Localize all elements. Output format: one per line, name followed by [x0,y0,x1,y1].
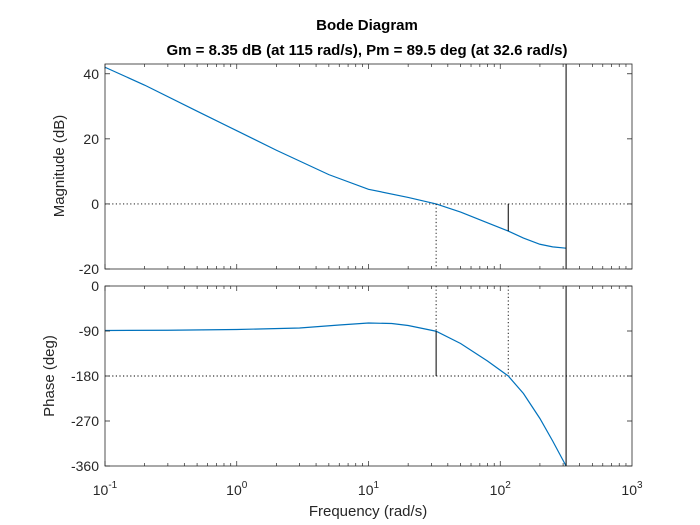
xtick-label: 101 [358,480,380,498]
phase-ytick-label: -180 [71,368,99,384]
chart-subtitle: Gm = 8.35 dB (at 115 rad/s), Pm = 89.5 d… [166,42,567,59]
phase-ytick-label: 0 [91,278,99,294]
magnitude-series-line [104,66,567,249]
chart-title: Bode Diagram [316,17,418,34]
xtick-label: 103 [621,480,643,498]
magnitude-ticks: 40 20 0 -20 [79,64,632,277]
magnitude-plot-area [105,64,632,269]
xtick-label: 10-1 [93,480,118,498]
phase-ytick-label: -270 [71,413,99,429]
phase-ylabel: Phase (deg) [41,335,58,417]
magnitude-panel: 40 20 0 -20 Magnitude (dB) [51,63,633,277]
x-tick-labels: 10-1 100 101 102 103 [93,480,643,498]
phase-axes-box [104,285,633,467]
magnitude-ytick-label: 0 [91,196,99,212]
magnitude-ytick-label: 20 [83,131,99,147]
x-axis-label: Frequency (rad/s) [309,503,427,520]
xtick-label: 100 [226,480,248,498]
magnitude-axes-box [104,63,633,270]
phase-curve-group [104,322,567,467]
magnitude-markers [435,64,567,269]
phase-series-line [104,322,567,467]
magnitude-curve-group [104,66,567,249]
xtick-label: 102 [490,480,512,498]
magnitude-ytick-label: 40 [83,66,99,82]
phase-ytick-label: -360 [71,458,99,474]
magnitude-ytick-label: -20 [79,261,99,277]
phase-panel: 0 -90 -180 -270 -360 Phase (deg) [41,278,633,474]
magnitude-ylabel: Magnitude (dB) [51,115,68,218]
phase-markers [435,286,567,466]
phase-ytick-label: -90 [79,323,99,339]
